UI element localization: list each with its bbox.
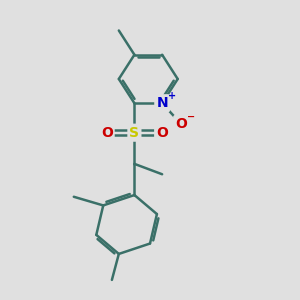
Text: N: N [156,96,168,110]
Text: S: S [129,126,140,140]
Text: O: O [101,126,112,140]
Text: O: O [156,126,168,140]
Text: O: O [175,117,187,131]
Text: −: − [187,111,195,122]
Text: +: + [168,91,176,100]
